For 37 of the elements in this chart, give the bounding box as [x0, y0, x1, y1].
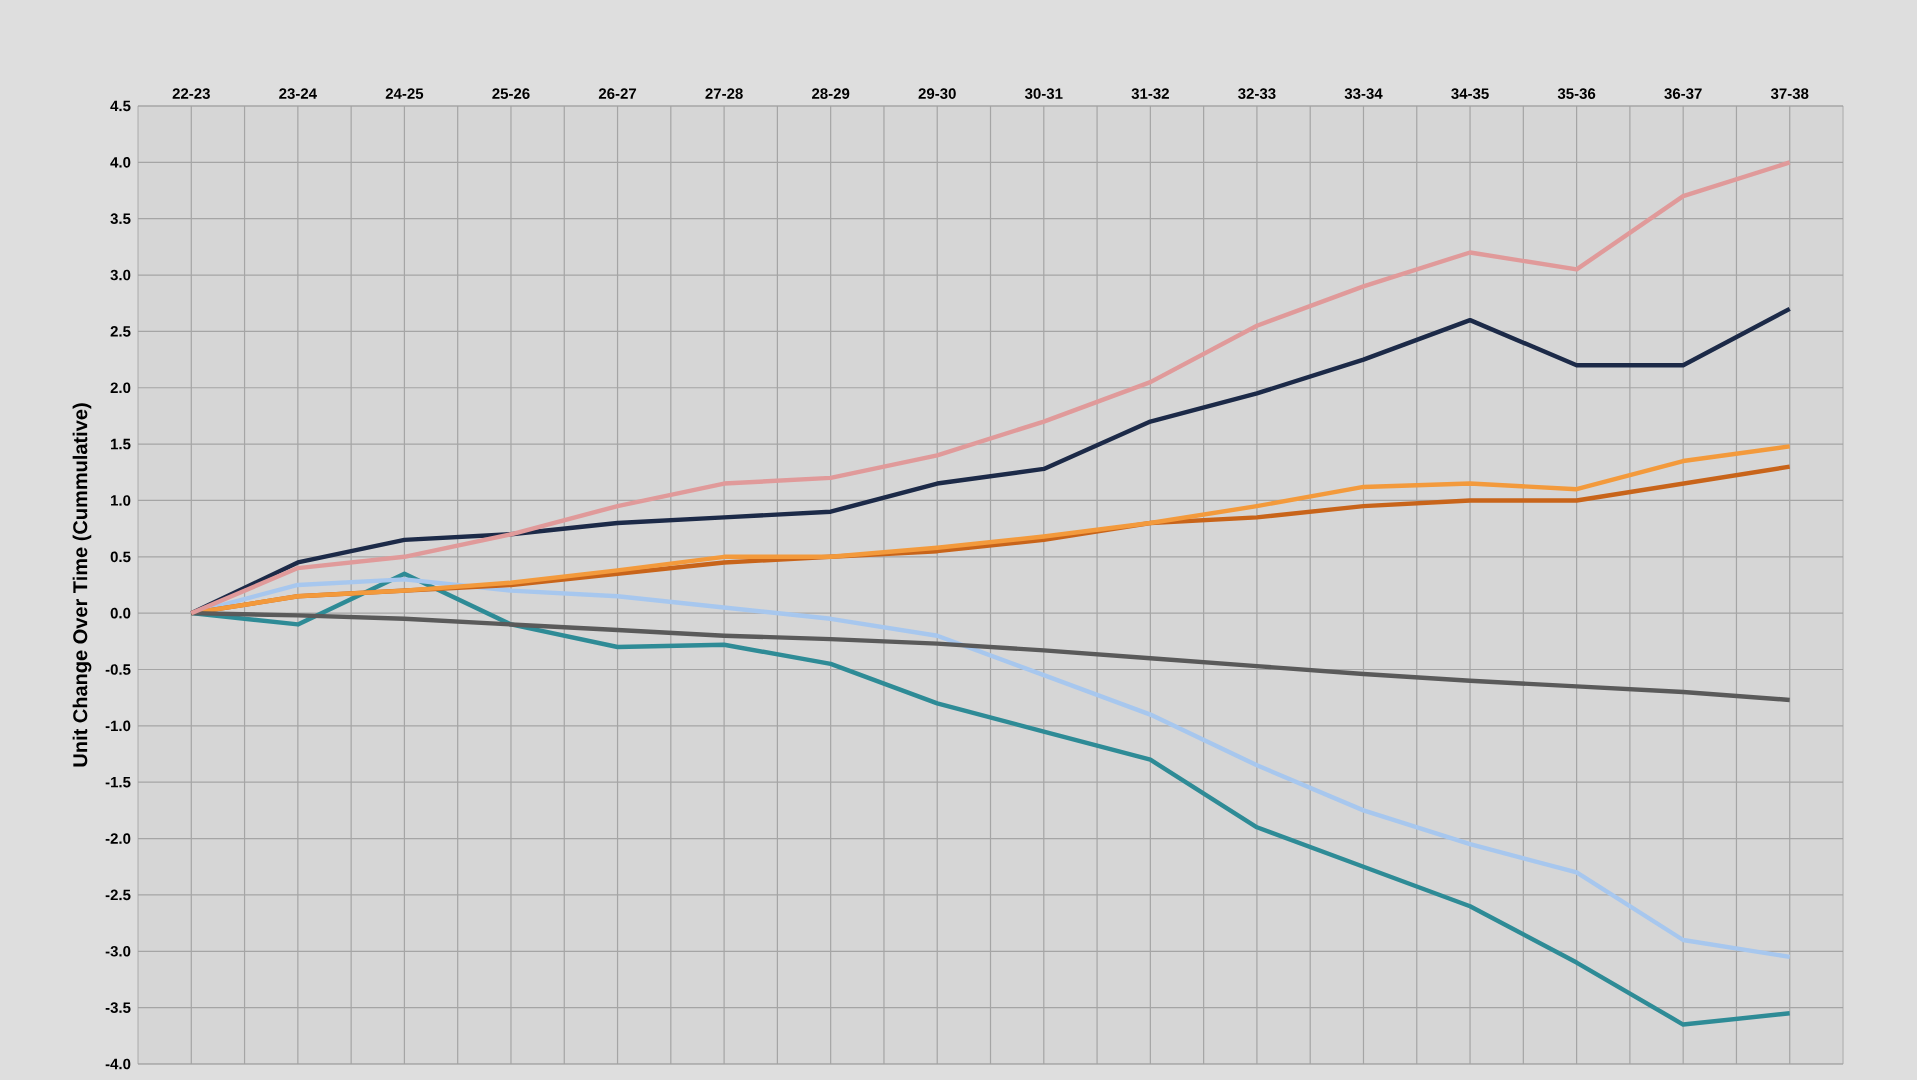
- y-tick-label: -0.5: [105, 664, 131, 675]
- x-tick-label: 29-30: [918, 88, 956, 99]
- x-tick-label: 36-37: [1664, 88, 1702, 99]
- line-series: [189, 160, 1792, 616]
- y-axis-title: Unit Change Over Time (Cummulative): [72, 403, 92, 767]
- x-tick-label: 23-24: [279, 88, 317, 99]
- x-tick-label: 28-29: [812, 88, 850, 99]
- y-tick-label: -1.0: [105, 720, 131, 732]
- line-series: [189, 610, 1792, 703]
- y-tick-label: -2.0: [105, 833, 131, 844]
- y-tick-label: 3.0: [110, 269, 131, 281]
- y-tick-label: 0.5: [110, 551, 131, 563]
- x-tick-label: 30-31: [1024, 88, 1063, 99]
- x-tick-label: 25-26: [492, 88, 530, 99]
- y-tick-label: 3.5: [110, 213, 131, 225]
- x-tick-label: 26-27: [598, 88, 637, 99]
- x-tick-label: 35-36: [1557, 88, 1596, 99]
- x-tick-label: 27-28: [705, 88, 743, 99]
- y-tick-label: 2.0: [110, 382, 131, 394]
- y-tick-label: 4.0: [110, 157, 131, 168]
- y-tick-label: -3.0: [105, 945, 131, 957]
- y-tick-label: 0.0: [110, 607, 131, 619]
- x-tick-label: 32-33: [1238, 88, 1276, 99]
- x-tick-label: 37-38: [1770, 88, 1809, 99]
- x-tick-label: 24-25: [385, 88, 424, 99]
- x-tick-label: 31-32: [1131, 88, 1169, 99]
- y-tick-label: -1.5: [105, 776, 131, 788]
- x-tick-label: 22-23: [172, 88, 210, 99]
- x-tick-label: 33-34: [1344, 88, 1383, 99]
- y-tick-label: 4.5: [110, 100, 131, 112]
- y-tick-label: 1.0: [111, 495, 131, 506]
- x-tick-label: 34-35: [1451, 88, 1489, 99]
- y-tick-label: 2.5: [110, 326, 131, 337]
- y-tick-label: -2.5: [105, 889, 131, 901]
- y-tick-label: -3.5: [105, 1002, 131, 1013]
- y-tick-label: -4.0: [105, 1058, 131, 1070]
- y-tick-label: 1.5: [111, 438, 131, 450]
